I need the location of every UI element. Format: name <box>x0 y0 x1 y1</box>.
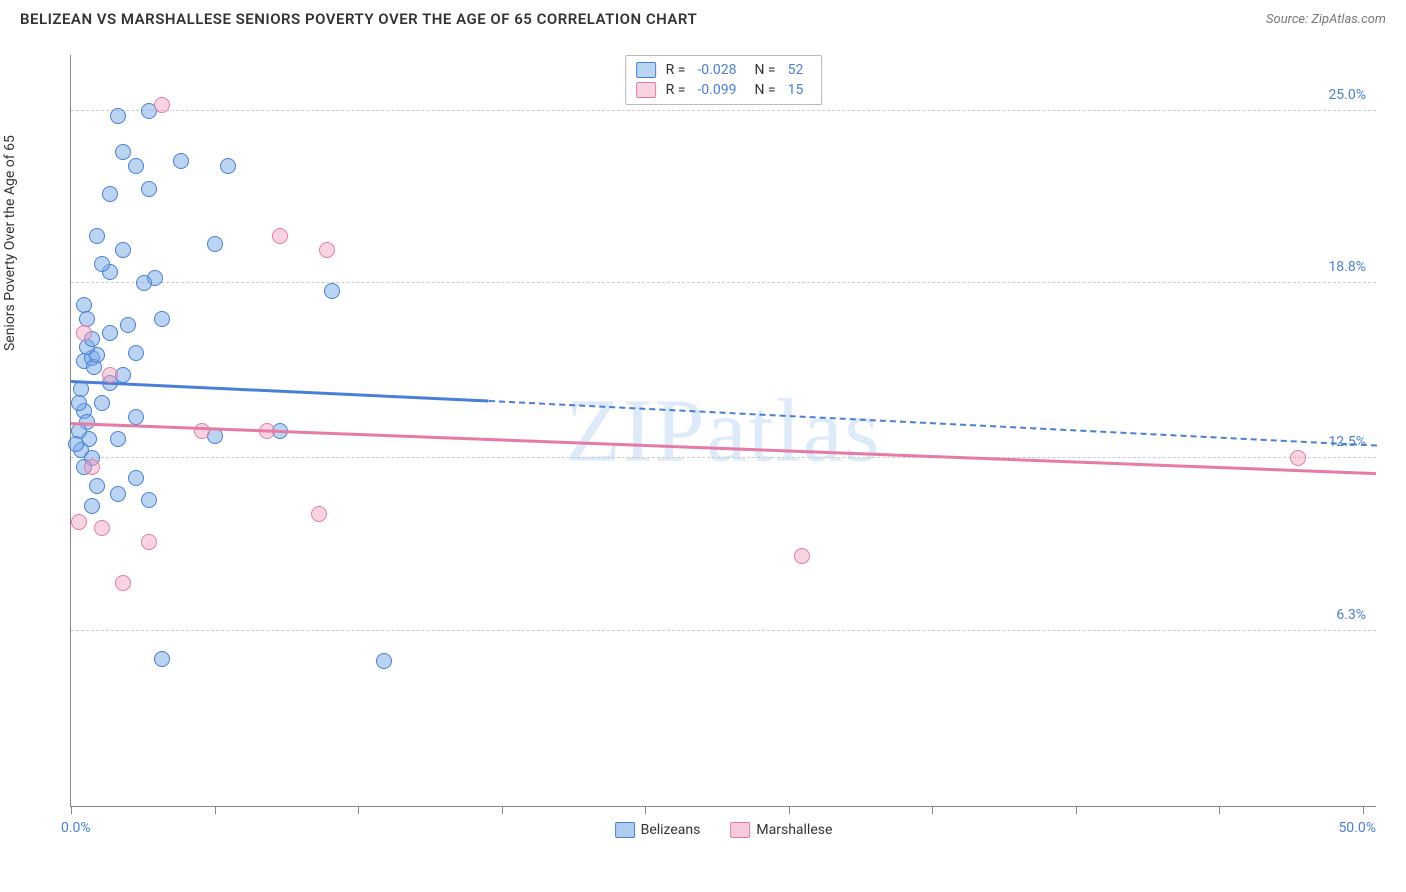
x-tick <box>502 806 503 814</box>
x-tick <box>1076 806 1077 814</box>
data-point <box>128 409 144 425</box>
data-point <box>102 367 118 383</box>
source-label: Source: ZipAtlas.com <box>1266 12 1386 27</box>
data-point <box>68 436 84 452</box>
trend-line <box>489 400 1376 447</box>
data-point <box>141 492 157 508</box>
legend-n-label: N = <box>754 62 775 78</box>
trend-line <box>71 380 489 402</box>
legend-label: Marshallese <box>756 822 832 838</box>
legend-row: R = -0.099 N = 15 <box>636 80 812 100</box>
data-point <box>311 506 327 522</box>
data-point <box>102 186 118 202</box>
correlation-legend: R = -0.028 N = 52 R = -0.099 N = 15 <box>625 55 823 105</box>
y-tick-label: 6.3% <box>1336 607 1366 623</box>
data-point <box>794 548 810 564</box>
data-point <box>220 158 236 174</box>
data-point <box>120 317 136 333</box>
data-point <box>154 97 170 113</box>
chart-title: BELIZEAN VS MARSHALLESE SENIORS POVERTY … <box>20 10 697 28</box>
data-point <box>76 325 92 341</box>
data-point <box>136 275 152 291</box>
data-point <box>141 534 157 550</box>
gridline <box>71 110 1376 111</box>
data-point <box>84 459 100 475</box>
data-point <box>94 256 110 272</box>
x-tick <box>1363 806 1364 814</box>
legend-n-value: 15 <box>788 82 804 98</box>
legend-label: Belizeans <box>641 822 701 838</box>
data-point <box>94 520 110 536</box>
y-tick-label: 25.0% <box>1328 87 1366 103</box>
legend-n-value: 52 <box>788 62 804 78</box>
x-tick <box>71 806 72 814</box>
data-point <box>1290 450 1306 466</box>
data-point <box>194 423 210 439</box>
data-point <box>173 153 189 169</box>
data-point <box>128 470 144 486</box>
data-point <box>376 653 392 669</box>
data-point <box>115 575 131 591</box>
x-tick <box>789 806 790 814</box>
legend-item: Belizeans <box>615 822 701 838</box>
plot-area: ZIPatlas R =-0.028N =52R =-0.099N =15 Be… <box>70 55 1376 807</box>
y-axis-label: Seniors Poverty Over the Age of 65 <box>2 135 18 351</box>
legend-item: Marshallese <box>730 822 832 838</box>
data-point <box>115 242 131 258</box>
data-point <box>89 478 105 494</box>
data-point <box>89 228 105 244</box>
data-point <box>110 486 126 502</box>
legend-row: R = -0.028 N = 52 <box>636 60 812 80</box>
legend-swatch <box>615 822 635 838</box>
gridline <box>71 457 1376 458</box>
data-point <box>110 108 126 124</box>
legend-r-value: -0.099 <box>697 82 736 98</box>
x-tick <box>932 806 933 814</box>
data-point <box>319 242 335 258</box>
legend-swatch <box>730 822 750 838</box>
x-tick <box>1219 806 1220 814</box>
series-legend: Belizeans Marshallese <box>615 822 833 838</box>
data-point <box>71 395 87 411</box>
legend-swatch <box>636 62 656 78</box>
data-point <box>128 345 144 361</box>
x-tick <box>358 806 359 814</box>
data-point <box>71 514 87 530</box>
data-point <box>84 498 100 514</box>
data-point <box>115 144 131 160</box>
data-point <box>324 283 340 299</box>
data-point <box>207 236 223 252</box>
data-point <box>110 431 126 447</box>
gridline <box>71 282 1376 283</box>
trend-line <box>71 422 1376 475</box>
legend-r-label: R = <box>666 82 686 98</box>
x-tick <box>215 806 216 814</box>
gridline <box>71 630 1376 631</box>
data-point <box>154 651 170 667</box>
data-point <box>272 228 288 244</box>
legend-r-value: -0.028 <box>697 62 736 78</box>
watermark-text: ZIPatlas <box>566 379 882 482</box>
x-range-label: 50.0% <box>1338 820 1376 836</box>
data-point <box>141 181 157 197</box>
data-point <box>128 158 144 174</box>
x-range-label: 0.0% <box>61 820 91 836</box>
data-point <box>102 325 118 341</box>
data-point <box>94 395 110 411</box>
legend-n-label: N = <box>754 82 775 98</box>
x-tick <box>645 806 646 814</box>
legend-r-label: R = <box>666 62 686 78</box>
data-point <box>154 311 170 327</box>
y-tick-label: 18.8% <box>1328 259 1366 275</box>
chart-container: Seniors Poverty Over the Age of 65 ZIPat… <box>20 40 1386 862</box>
legend-swatch <box>636 82 656 98</box>
